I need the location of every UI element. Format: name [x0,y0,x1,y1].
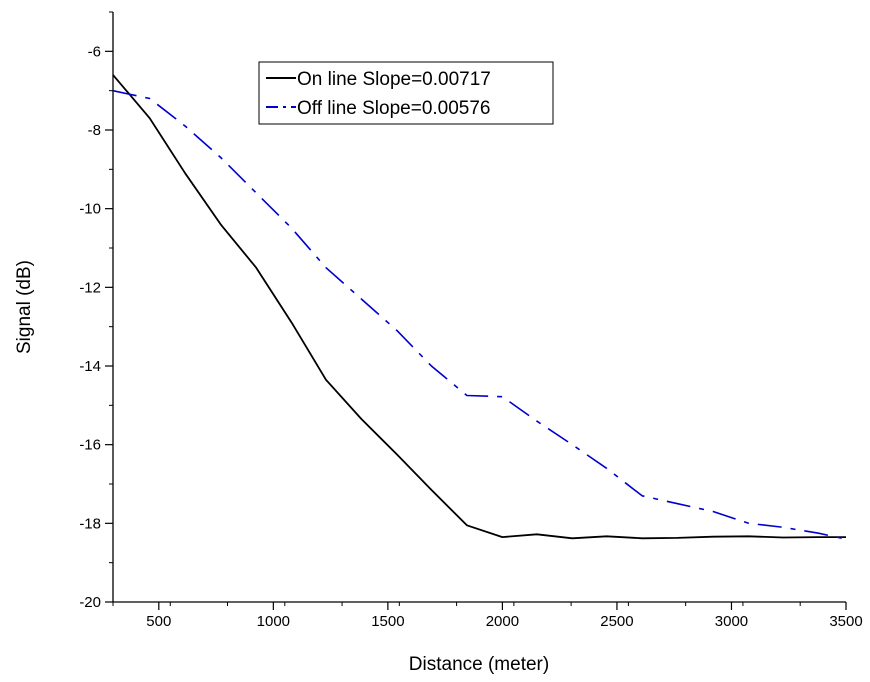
y-tick-label: -14 [79,358,101,375]
x-tick-label: 500 [146,613,171,630]
y-tick-label: -18 [79,515,101,532]
y-tick-label: -8 [88,122,101,139]
x-tick-label: 2500 [600,613,633,630]
ticks: 500 1000 1500 2000 2500 3000 3500 -6 -8 -10 -12 -14… [79,11,863,630]
legend-box [258,61,554,125]
y-axis-title: Signal (dB) [14,260,35,354]
y-tick-label: -20 [79,594,101,611]
y-tick-label: -12 [79,279,101,296]
x-axis-title: Distance (meter) [409,654,549,675]
x-tick-label: 3000 [715,613,748,630]
axes [112,12,846,603]
x-tick-label: 1000 [257,613,290,630]
series-line-off-line [112,89,847,540]
x-tick-label: 2000 [486,613,519,630]
x-tick-label: 1500 [371,613,404,630]
y-tick-label: -10 [79,201,101,218]
x-tick-label: 3500 [829,613,862,630]
legend-label-off-line: Off line Slope=0.00576 [297,98,491,119]
legend-label-on-line: On line Slope=0.00717 [297,69,491,90]
y-tick-label: -6 [88,43,101,60]
series-line-on-line [112,74,846,540]
y-tick-label: -16 [79,437,101,454]
series-layer [112,74,847,540]
legend: On line Slope=0.00717 Off line Slope=0.0… [258,61,554,125]
